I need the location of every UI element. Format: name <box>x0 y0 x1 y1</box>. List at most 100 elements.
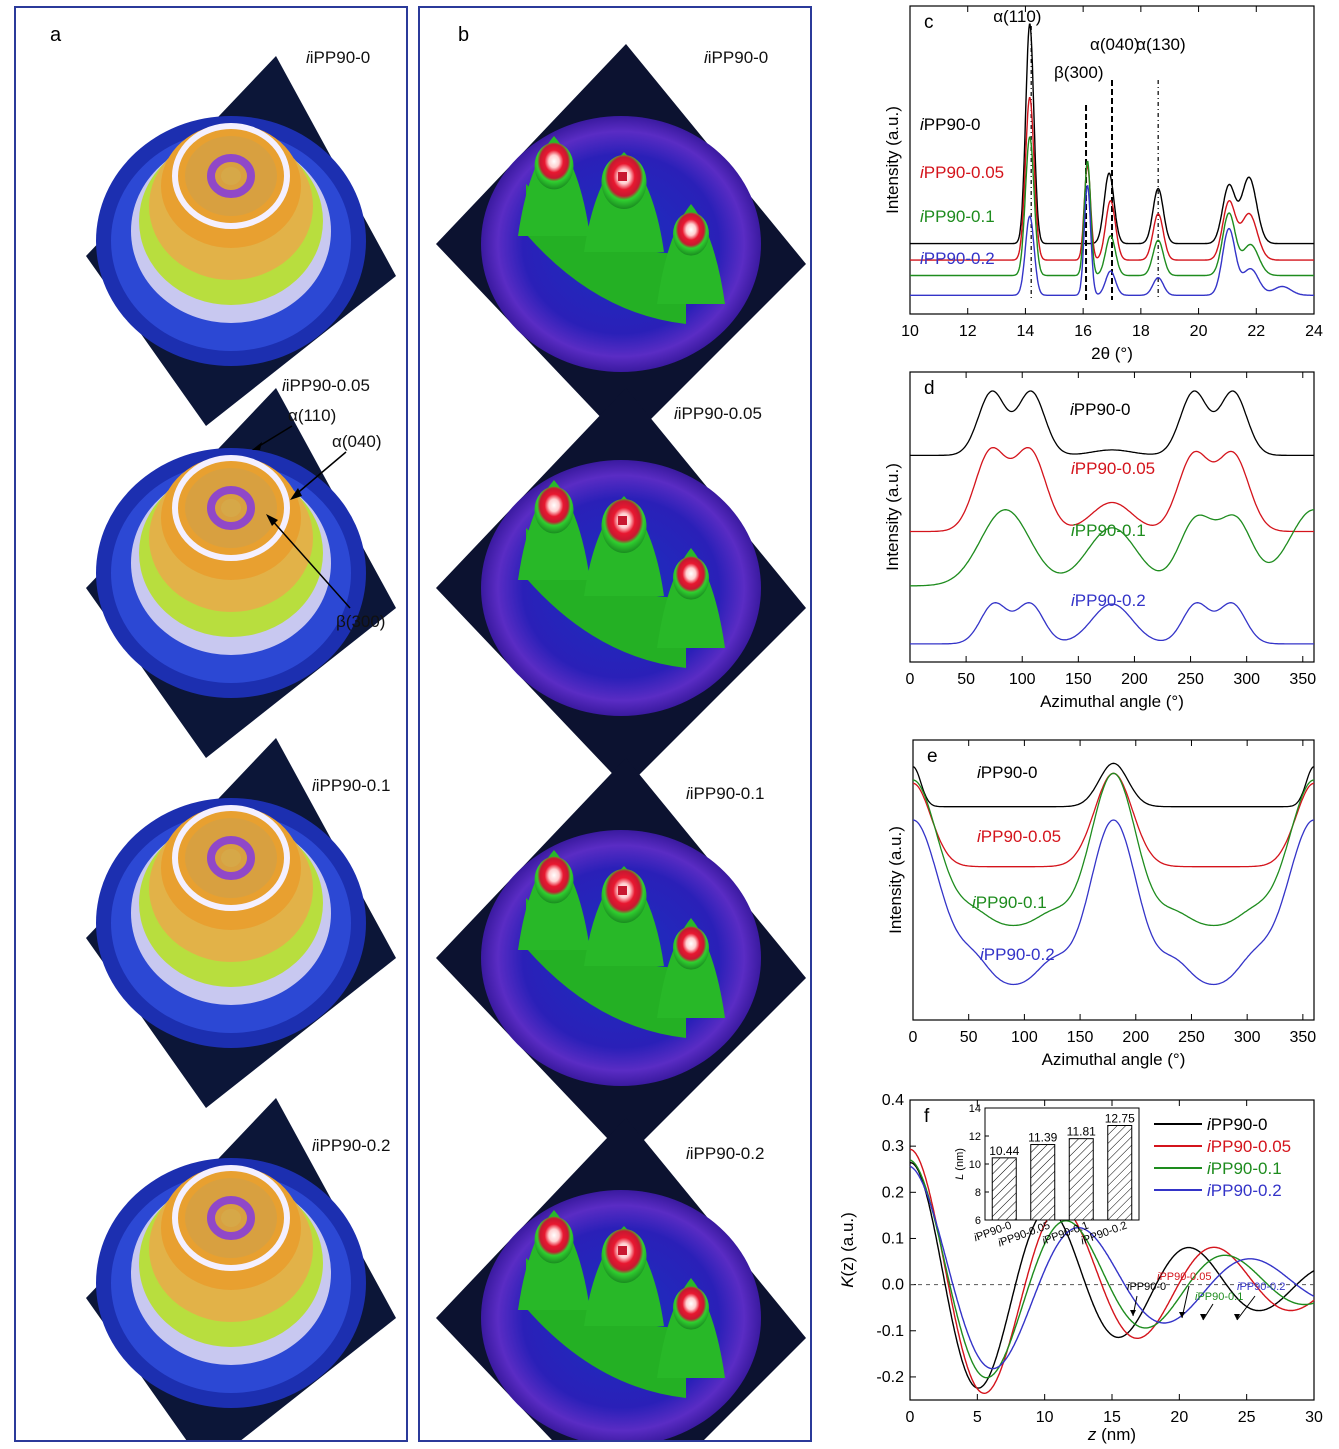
b-peak-0 <box>534 856 574 904</box>
series-label: iPP90-0.05 <box>977 827 1061 846</box>
arrow-beta300 <box>269 517 351 609</box>
x-axis-label: Azimuthal angle (°) <box>1040 692 1184 711</box>
series-label: iPP90-0.05 <box>1207 1137 1291 1156</box>
panel-a-box: a iiPP90-0 iiPP90-0.05 iiPP90-0.1 iiPP90… <box>14 6 408 1442</box>
arrow-alpha040 <box>293 451 347 497</box>
x-tick-label: 18 <box>1132 323 1150 340</box>
x-tick-label: 300 <box>1233 671 1260 688</box>
arrow-alpha110 <box>255 425 293 449</box>
y-axis-label: Intensity (a.u.) <box>883 106 902 214</box>
chart-c-frame <box>909 5 1315 315</box>
a-sample-label-1: iiPP90-0.05 <box>282 376 370 395</box>
a-center-hole <box>221 849 241 867</box>
series-line-3 <box>912 819 1315 986</box>
b-sample-label-0: iiPP90-0 <box>704 48 769 67</box>
series-line-0 <box>910 23 1314 245</box>
chart-f: 0 5 10 15 20 25 30 -0.2 -0.1 0.0 0.1 0.2 0.3 0.4 f z (n… <box>838 1092 1323 1444</box>
series-label: iPP90-0.05 <box>920 163 1004 182</box>
x-tick-label: 5 <box>973 1409 982 1426</box>
inset-y-tick-label: 8 <box>975 1187 981 1199</box>
series-label: iPP90-0.2 <box>1237 1281 1285 1293</box>
x-tick-label: 250 <box>1178 1029 1205 1046</box>
a-sample-label-0: iiPP90-0 <box>306 48 371 67</box>
annotation-arrowhead-0 <box>1130 1310 1136 1316</box>
panel-b-svg: b <box>436 24 806 1440</box>
b-peak-2 <box>673 212 709 256</box>
b-center-hole <box>618 516 627 525</box>
a-surface-3 <box>86 1098 396 1440</box>
a-center-ring <box>207 1196 255 1240</box>
b-sample-label-2: iiPP90-0.1 <box>686 784 765 803</box>
b-sample-label-3: iiPP90-0.2 <box>686 1144 765 1163</box>
series-line-0 <box>912 762 1315 808</box>
panel-a-arrows <box>252 425 351 609</box>
series-label: iPP90-0 <box>1207 1115 1267 1134</box>
annotation-arrow-3 <box>1236 1295 1256 1321</box>
peak-label-0: α(110) <box>993 7 1041 26</box>
b-surface-0 <box>436 44 806 444</box>
b-peak-1 <box>601 1229 647 1283</box>
annotation-arrowhead-3 <box>1234 1314 1240 1320</box>
annotation-arrowhead-2 <box>1200 1314 1206 1320</box>
panel-label: d <box>924 378 935 399</box>
series-label: iPP90-0.1 <box>920 207 995 226</box>
x-tick-label: 15 <box>1103 1409 1121 1426</box>
x-tick-label: 350 <box>1290 1029 1317 1046</box>
series-label: iPP90-0.1 <box>1207 1159 1282 1178</box>
series-line-0 <box>910 390 1314 457</box>
series-label: iPP90-0.2 <box>980 945 1055 964</box>
inset-y-label: L (nm) <box>954 1148 966 1180</box>
series-label: iPP90-0.2 <box>1207 1181 1282 1200</box>
b-peak-2 <box>673 556 709 600</box>
y-tick-label: 0.1 <box>882 1230 904 1247</box>
y-tick-label: 0.2 <box>882 1184 904 1201</box>
b-peak-2 <box>673 1286 709 1330</box>
a-annotation-alpha040: α(040) <box>332 432 382 451</box>
chart-e: 0 50 100 150 200 250 300 350 Azimuthal angle (°)… <box>886 739 1317 1069</box>
inset-y-tick-label: 10 <box>969 1159 981 1171</box>
annotation-arrow-2 <box>1202 1303 1214 1321</box>
series-label: iPP90-0.1 <box>1071 521 1146 540</box>
series-label: iPP90-0.2 <box>920 249 995 268</box>
inset-value-label-2: 11.81 <box>1067 1125 1096 1139</box>
panel-b-label: b <box>458 24 469 46</box>
a-center-ring <box>207 154 255 198</box>
b-peak-0 <box>534 486 574 534</box>
x-tick-label: 20 <box>1170 1409 1188 1426</box>
x-tick-label: 350 <box>1289 671 1316 688</box>
panel-a-label: a <box>50 24 62 46</box>
panel-b-box: b iiPP90-0 iiPP90-0.05 iiPP90-0.1 iiPP90… <box>418 6 812 1442</box>
series-line-1 <box>910 446 1314 533</box>
series-line-3 <box>910 185 1314 296</box>
inset-bar-3 <box>1107 1125 1133 1221</box>
a-sample-label-2: iiPP90-0.1 <box>312 776 391 795</box>
a-annotation-alpha110: α(110) <box>288 406 337 425</box>
b-center-hole <box>618 886 627 895</box>
series-line-3 <box>909 1165 1315 1370</box>
series-line-2 <box>910 136 1314 277</box>
y-tick-label: 0.4 <box>882 1092 904 1109</box>
inset-value-label-1: 11.39 <box>1028 1131 1057 1145</box>
chart-e-frame <box>912 739 1315 1021</box>
x-tick-label: 12 <box>959 323 977 340</box>
a-sample-label-3: iiPP90-0.2 <box>312 1136 391 1155</box>
a-bright-ring <box>172 805 290 911</box>
b-peak-1 <box>601 155 647 209</box>
x-tick-label: 150 <box>1065 671 1092 688</box>
a-center-hole <box>221 1209 241 1227</box>
x-tick-label: 250 <box>1177 671 1204 688</box>
series-label: iPP90-0.2 <box>1071 591 1146 610</box>
inset-y-tick-label: 12 <box>969 1131 981 1143</box>
x-tick-label: 22 <box>1247 323 1265 340</box>
a-center-ring <box>207 836 255 880</box>
arrowhead-alpha040 <box>290 488 302 500</box>
y-tick-label: 0.0 <box>882 1277 904 1294</box>
a-surface-2 <box>86 738 396 1108</box>
x-tick-label: 20 <box>1190 323 1208 340</box>
series-label: iPP90-0.1 <box>972 893 1047 912</box>
arrowhead-alpha110 <box>252 442 262 450</box>
a-center-hole <box>221 167 241 185</box>
series-label: iPP90-0.1 <box>1195 1291 1243 1303</box>
x-tick-label: 150 <box>1067 1029 1094 1046</box>
